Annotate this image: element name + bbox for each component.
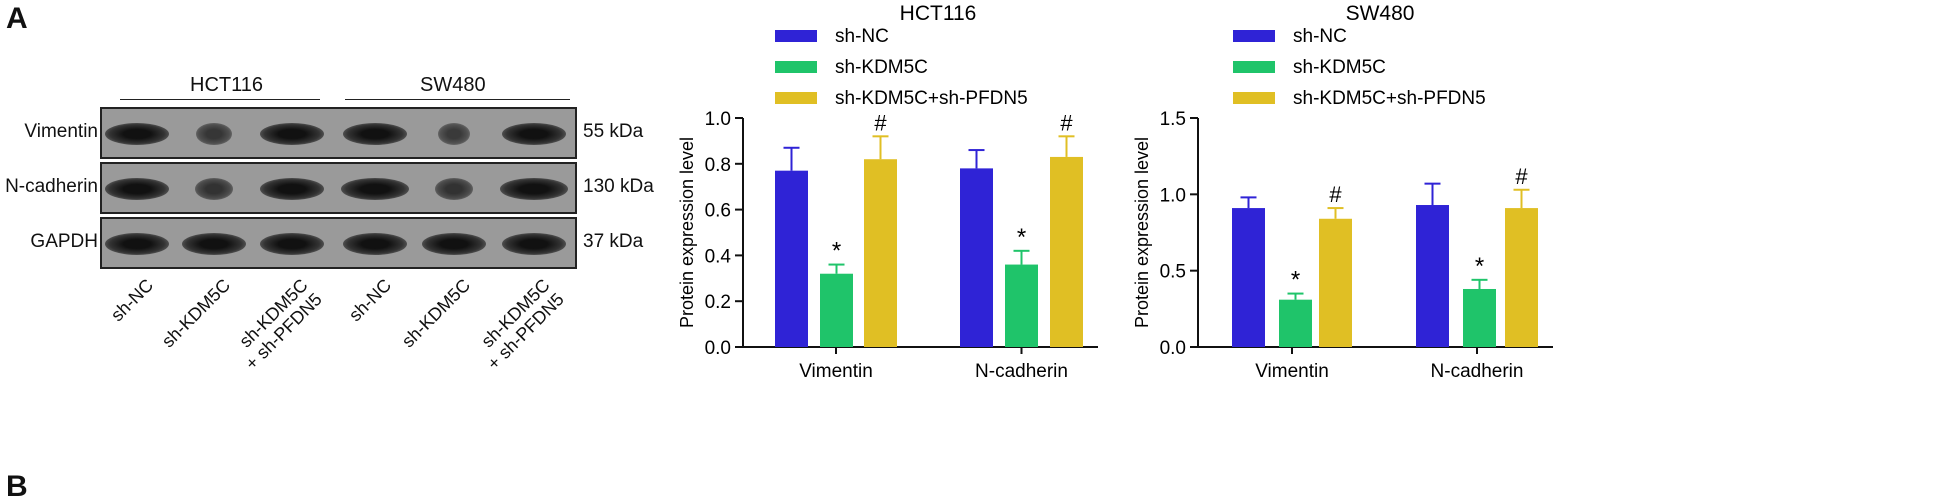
significance-mark: #: [1515, 164, 1528, 189]
x-tick-label: N-cadherin: [1431, 361, 1524, 382]
band: [422, 233, 486, 255]
chart-title: SW480: [1346, 2, 1415, 25]
y-tick-label: 1.0: [705, 109, 731, 130]
y-tick-label: 1.0: [1160, 185, 1186, 206]
blot-row-label: Vimentin: [24, 121, 98, 142]
significance-mark: #: [1329, 182, 1342, 207]
bar-sh-kdm5c-sh-pfdn5: [1050, 156, 1083, 347]
band: [105, 233, 169, 255]
legend-label: sh-KDM5C+sh-PFDN5: [835, 88, 1028, 109]
y-tick-label: 1.5: [1160, 109, 1186, 130]
blot-row-label: GAPDH: [30, 231, 98, 252]
band: [105, 123, 169, 145]
significance-mark: *: [1475, 253, 1484, 280]
x-tick-label: Vimentin: [799, 361, 873, 382]
significance-mark: *: [832, 238, 841, 265]
bar-sh-nc: [1416, 205, 1449, 347]
bar-charts: HCT116 sh-NC sh-KDM5C sh-KDM5C+sh-PFDN5 0.0 0…: [677, 2, 1553, 382]
legend-label: sh-KDM5C: [835, 57, 928, 78]
y-tick-label: 0.4: [705, 246, 732, 267]
y-tick-label: 0.0: [1160, 338, 1186, 359]
band: [502, 123, 566, 145]
bar-sh-kdm5c-sh-pfdn5: [1319, 218, 1352, 347]
band: [343, 233, 407, 255]
bar-sh-kdm5c-sh-pfdn5: [864, 159, 897, 347]
sw480-bracket: [345, 99, 570, 100]
y-axis-label: Protein expression level: [1132, 137, 1152, 328]
band: [260, 233, 324, 255]
bar-sh-nc: [775, 170, 808, 347]
band: [260, 123, 324, 145]
y-tick-label: 0.0: [705, 338, 731, 359]
significance-mark: #: [874, 110, 887, 135]
blot-row-gapdh: [100, 217, 577, 269]
blot-row-n-cadherin: [100, 162, 577, 214]
band: [105, 178, 169, 200]
y-tick-label: 0.2: [705, 292, 731, 313]
cell-line-hct116: HCT116: [190, 74, 263, 96]
band: [196, 123, 232, 145]
legend-label: sh-NC: [835, 26, 889, 47]
bar-sh-nc: [960, 168, 993, 347]
y-tick-label: 0.8: [705, 155, 731, 176]
legend-swatch: [1233, 61, 1275, 73]
chart-title: HCT116: [900, 2, 977, 25]
blot-row-label: N-cadherin: [5, 176, 98, 197]
cell-line-sw480: SW480: [420, 74, 486, 96]
molecular-weight-label: 37 kDa: [583, 231, 644, 252]
x-tick-label: N-cadherin: [975, 361, 1068, 382]
legend-swatch: [1233, 30, 1275, 42]
legend-label: sh-KDM5C+sh-PFDN5: [1293, 88, 1486, 109]
legend-label: sh-KDM5C: [1293, 57, 1386, 78]
bar-sh-kdm5c: [1279, 299, 1312, 347]
band: [438, 123, 470, 145]
x-tick-label: Vimentin: [1255, 361, 1329, 382]
band: [341, 178, 409, 200]
molecular-weight-label: 130 kDa: [583, 176, 654, 197]
molecular-weight-label: 55 kDa: [583, 121, 644, 142]
band: [343, 123, 407, 145]
legend-swatch: [775, 30, 817, 42]
bar-sh-kdm5c: [820, 273, 853, 347]
bar-sh-kdm5c: [1463, 288, 1496, 347]
bar-sh-nc: [1232, 208, 1265, 347]
significance-mark: *: [1291, 267, 1300, 294]
y-axis-label: Protein expression level: [677, 137, 697, 328]
legend-label: sh-NC: [1293, 26, 1347, 47]
legend-swatch: [775, 92, 817, 104]
bar-sh-kdm5c-sh-pfdn5: [1505, 208, 1538, 347]
legend-swatch: [775, 61, 817, 73]
panel-label-a: A: [6, 2, 28, 35]
blot-row-vimentin: [100, 107, 577, 159]
band: [502, 233, 566, 255]
bar-sh-kdm5c: [1005, 264, 1038, 347]
band: [434, 178, 474, 200]
hct116-bracket: [120, 99, 320, 100]
y-tick-label: 0.6: [705, 201, 731, 222]
legend-swatch: [1233, 92, 1275, 104]
y-tick-label: 0.5: [1160, 262, 1186, 283]
significance-mark: #: [1060, 110, 1073, 135]
band: [194, 178, 234, 200]
significance-mark: *: [1017, 224, 1026, 251]
band: [260, 178, 324, 200]
band: [182, 233, 246, 255]
band: [500, 178, 568, 200]
